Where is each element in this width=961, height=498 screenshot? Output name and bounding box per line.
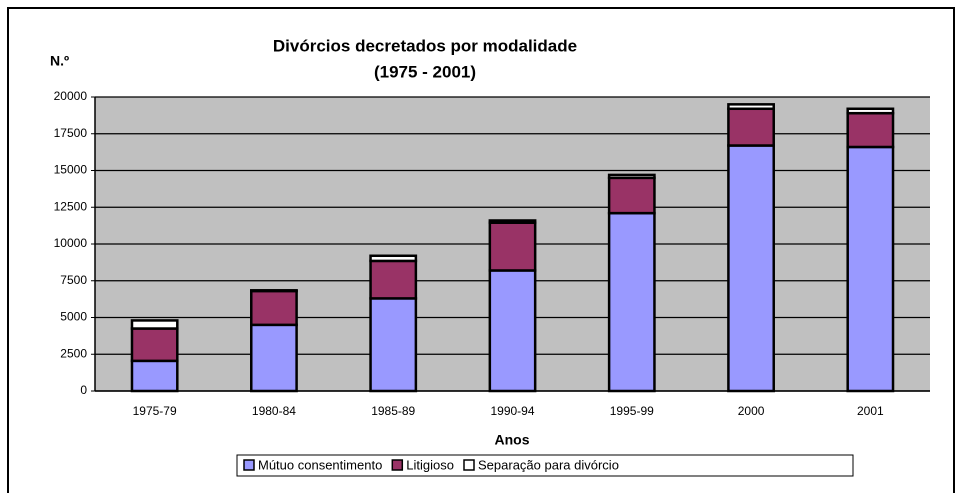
bar-segment [488,219,537,224]
bar-segment [130,359,179,393]
x-tick-label: 2001 [857,404,884,418]
legend-label: Litigioso [406,457,454,472]
legend-swatch [463,459,475,471]
bar-segment [250,289,298,327]
x-tick-label: 1975-79 [133,404,177,418]
bar-segment [607,173,656,180]
legend-label: Mútuo consentimento [258,457,382,472]
bar-segment [369,297,418,393]
x-tick-label: 1995-99 [610,404,654,418]
chart-border [7,7,955,498]
y-tick-label: 15000 [54,163,88,177]
x-axis-label: Anos [495,432,530,448]
legend-swatch [243,459,255,471]
x-tick-label: 1990-94 [490,404,534,418]
chart-title: Divórcios decretados por modalidade [273,36,577,55]
y-tick-label: 12500 [54,199,88,213]
y-tick-label: 17500 [54,126,88,140]
y-tick-label: 2500 [60,346,87,360]
bar-segment [846,145,895,393]
bar-segment [727,107,775,147]
x-tick-label: 1980-84 [252,404,296,418]
bar-segment [488,269,537,393]
bar-segment [846,107,895,115]
bar-segment [846,111,895,149]
legend-swatch [391,459,404,471]
bar-segment [488,221,537,272]
x-tick-label: 1985-89 [371,404,415,418]
bar-segment [607,176,656,215]
bar-segment [130,327,179,363]
y-tick-label: 7500 [60,273,87,287]
bar-segment [250,289,298,293]
y-tick-label: 10000 [54,236,88,250]
bar-segment [369,254,418,263]
y-tick-label: 0 [80,383,87,397]
y-axis-label: N.º [50,53,69,69]
bar-segment [727,144,775,393]
chart-subtitle: (1975 - 2001) [374,62,476,81]
bar-segment [250,323,298,393]
y-tick-label: 20000 [54,89,88,103]
bar-segment [369,259,418,300]
legend [236,454,854,477]
legend-label: Separação para divórcio [478,457,619,472]
bar-segment [727,103,775,111]
y-tick-label: 5000 [60,310,87,324]
bar-segment [607,211,656,393]
x-tick-label: 2000 [738,404,765,418]
bar-segment [130,319,179,330]
